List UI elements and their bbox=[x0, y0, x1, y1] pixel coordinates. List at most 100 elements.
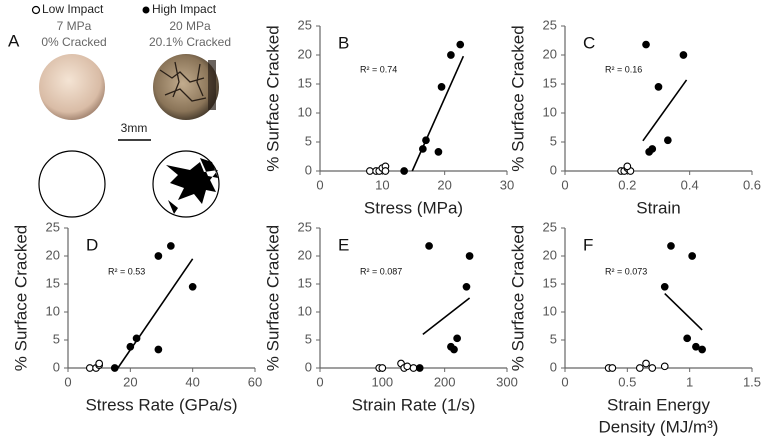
data-point bbox=[425, 242, 433, 250]
x-tick-label: 0 bbox=[316, 177, 323, 192]
legend-marker bbox=[31, 5, 41, 15]
panel-label: C bbox=[583, 33, 595, 52]
data-point bbox=[381, 167, 390, 175]
panel-label: E bbox=[338, 235, 349, 254]
x-tick-label: 40 bbox=[185, 374, 199, 389]
legend-label: Low Impact bbox=[42, 2, 104, 16]
x-tick-label: 20 bbox=[437, 177, 451, 192]
y-tick-label: 25 bbox=[46, 219, 60, 234]
data-point bbox=[450, 345, 458, 354]
data-point bbox=[167, 242, 175, 250]
x-axis-label: Stress Rate (GPa/s) bbox=[85, 395, 237, 414]
caption: 0% Cracked bbox=[41, 35, 106, 49]
panel-label: A bbox=[8, 31, 20, 50]
x-axis-label: Density (MJ/m³) bbox=[599, 417, 719, 436]
crack-map bbox=[166, 158, 218, 214]
data-point bbox=[623, 162, 632, 171]
y-axis-label: % Surface Cracked bbox=[508, 25, 527, 171]
data-point bbox=[434, 148, 443, 156]
y-tick-label: 5 bbox=[550, 331, 557, 346]
panel-label: D bbox=[86, 235, 98, 254]
x-tick-label: 1.5 bbox=[743, 374, 761, 389]
data-point bbox=[679, 51, 688, 59]
y-tick-label: 25 bbox=[543, 17, 557, 32]
legend-label: High Impact bbox=[152, 2, 217, 16]
data-point bbox=[453, 334, 461, 343]
data-point bbox=[660, 362, 669, 371]
scatter-chart: 0 5 10 15 20 25 0 20 40 60 % Surface Cracked Stress… bbox=[11, 219, 262, 414]
x-axis-label: Stress (MPa) bbox=[364, 198, 463, 217]
data-point bbox=[692, 342, 700, 351]
y-tick-label: 15 bbox=[298, 75, 312, 90]
y-tick-label: 10 bbox=[543, 104, 557, 119]
data-point bbox=[409, 364, 418, 372]
y-tick-label: 0 bbox=[550, 162, 557, 177]
panel-a: A Low Impact 7 MPa 0% Cracked High Impac… bbox=[8, 2, 231, 218]
annotation: R² = 0.087 bbox=[360, 266, 402, 276]
data-point bbox=[688, 252, 697, 260]
y-tick-label: 25 bbox=[298, 219, 312, 234]
data-point bbox=[419, 145, 427, 153]
annotation: R² = 0.74 bbox=[360, 64, 397, 74]
y-tick-label: 0 bbox=[305, 359, 312, 374]
x-tick-label: 10 bbox=[375, 177, 389, 192]
x-tick-label: 1 bbox=[686, 374, 693, 389]
data-point bbox=[642, 359, 650, 368]
y-tick-label: 5 bbox=[53, 331, 60, 346]
sample-photo bbox=[153, 54, 219, 120]
x-tick-label: 0.4 bbox=[681, 177, 699, 192]
x-tick-label: 60 bbox=[248, 374, 262, 389]
y-tick-label: 0 bbox=[305, 162, 312, 177]
scale-label: 3mm bbox=[121, 121, 148, 135]
x-axis-label: Strain Rate (1/s) bbox=[352, 395, 476, 414]
x-tick-label: 0.6 bbox=[743, 177, 761, 192]
y-tick-label: 20 bbox=[543, 247, 557, 262]
y-tick-label: 15 bbox=[46, 275, 60, 290]
trendline bbox=[422, 297, 471, 336]
data-point bbox=[154, 345, 163, 354]
data-point bbox=[447, 51, 455, 59]
scatter-chart: 0 5 10 15 20 25 0 0.2 0.4 0.6 % Surface Cracked Str… bbox=[508, 17, 761, 217]
data-point bbox=[654, 83, 663, 91]
caption: 20.1% Cracked bbox=[149, 35, 231, 49]
y-axis-label: % Surface Cracked bbox=[263, 25, 282, 171]
data-point bbox=[642, 40, 650, 49]
data-point bbox=[660, 282, 669, 291]
cracks bbox=[159, 61, 207, 102]
legend-marker bbox=[142, 6, 150, 14]
y-tick-label: 25 bbox=[543, 219, 557, 234]
data-point bbox=[126, 342, 135, 351]
panel-label: B bbox=[338, 33, 349, 52]
data-point bbox=[608, 364, 617, 372]
annotation: R² = 0.16 bbox=[605, 64, 642, 74]
annotation: R² = 0.073 bbox=[605, 266, 647, 276]
x-tick-label: 0.2 bbox=[618, 177, 636, 192]
data-point bbox=[698, 345, 706, 354]
y-tick-label: 5 bbox=[550, 133, 557, 148]
data-point bbox=[648, 364, 657, 372]
y-axis-label: % Surface Cracked bbox=[508, 225, 527, 371]
data-point bbox=[415, 364, 424, 372]
data-point bbox=[110, 364, 119, 372]
y-tick-label: 10 bbox=[298, 303, 312, 318]
x-tick-label: 0.5 bbox=[618, 374, 636, 389]
y-tick-label: 10 bbox=[46, 303, 60, 318]
data-point bbox=[663, 136, 672, 145]
data-point bbox=[462, 282, 471, 291]
y-axis-label: % Surface Cracked bbox=[11, 225, 30, 371]
data-point bbox=[422, 136, 430, 145]
trendline bbox=[642, 79, 688, 142]
data-point bbox=[132, 334, 141, 343]
y-tick-label: 15 bbox=[543, 75, 557, 90]
y-tick-label: 10 bbox=[298, 104, 312, 119]
x-tick-label: 20 bbox=[123, 374, 137, 389]
x-tick-label: 0 bbox=[561, 374, 568, 389]
data-point bbox=[188, 282, 197, 291]
x-tick-label: 30 bbox=[500, 177, 514, 192]
data-point bbox=[95, 359, 104, 368]
y-tick-label: 25 bbox=[298, 17, 312, 32]
data-point bbox=[683, 334, 692, 343]
data-point bbox=[378, 364, 387, 372]
x-axis-label: Strain bbox=[636, 198, 680, 217]
